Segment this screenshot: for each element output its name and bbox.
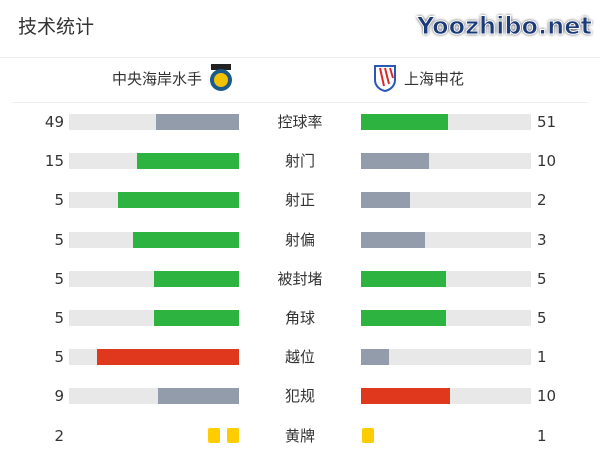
stat-row: 5 被封堵 5 xyxy=(0,269,600,288)
home-value: 5 xyxy=(54,269,64,288)
away-value: 3 xyxy=(537,230,547,249)
home-bar-fill xyxy=(132,231,239,248)
away-value: 5 xyxy=(537,309,547,327)
home-bar xyxy=(69,349,239,366)
central-coast-mariners-logo-icon xyxy=(210,64,233,91)
home-bar-fill xyxy=(137,153,239,170)
away-value: 10 xyxy=(537,152,557,171)
stat-row-yellow-cards: 2 黄牌 1 xyxy=(0,426,600,445)
away-bar-fill xyxy=(361,231,425,248)
stat-label: 越位 xyxy=(284,348,315,367)
away-bar-fill xyxy=(361,349,390,366)
stat-label: 角球 xyxy=(284,309,315,327)
home-team-name: 中央海岸水手 xyxy=(112,69,203,88)
away-bar xyxy=(361,310,531,326)
away-bar xyxy=(361,114,531,130)
away-bar-fill xyxy=(361,388,451,405)
home-value: 2 xyxy=(54,426,64,445)
away-bar xyxy=(361,349,531,366)
home-bar-fill xyxy=(158,388,239,405)
home-value: 5 xyxy=(54,230,64,249)
home-value: 49 xyxy=(44,113,64,131)
home-bar xyxy=(69,310,239,326)
home-value: 15 xyxy=(44,152,64,171)
home-bar xyxy=(69,192,239,209)
away-value: 10 xyxy=(537,387,557,406)
away-team: 上海申花 xyxy=(366,63,464,93)
watermark: Yoozhibo.net xyxy=(416,12,592,41)
away-value: 2 xyxy=(537,191,547,210)
stat-label: 射门 xyxy=(284,152,315,171)
away-bar xyxy=(361,192,531,209)
home-bar-fill xyxy=(154,270,239,287)
stat-row: 49 控球率 51 xyxy=(0,114,600,130)
stat-label: 黄牌 xyxy=(284,426,315,445)
home-value: 9 xyxy=(54,387,64,406)
away-bar xyxy=(361,388,531,405)
home-value: 5 xyxy=(54,348,64,367)
stat-row: 9 犯规 10 xyxy=(0,387,600,406)
home-bar-fill xyxy=(117,192,239,209)
away-bar xyxy=(361,231,531,248)
home-bar xyxy=(69,270,239,287)
yellow-card-icon xyxy=(227,427,239,443)
stat-label: 控球率 xyxy=(277,113,323,131)
yellow-card-icon xyxy=(208,427,220,443)
away-bar-fill xyxy=(361,192,410,209)
stat-label: 射偏 xyxy=(284,230,315,249)
home-team: 中央海岸水手 xyxy=(112,63,240,93)
stat-label: 被封堵 xyxy=(277,269,323,288)
away-bar-fill xyxy=(361,310,446,326)
home-value: 5 xyxy=(54,309,64,327)
stat-row: 5 射偏 3 xyxy=(0,230,600,249)
away-bar-fill xyxy=(361,270,446,287)
stat-label: 犯规 xyxy=(284,387,315,406)
stat-row: 5 越位 1 xyxy=(0,348,600,367)
home-bar-fill xyxy=(155,114,239,130)
home-bar xyxy=(69,388,239,405)
stat-label: 射正 xyxy=(284,191,315,210)
away-bar-fill xyxy=(361,153,429,170)
away-value: 51 xyxy=(537,113,557,131)
yellow-card-icon xyxy=(362,427,374,443)
home-bar xyxy=(69,153,239,170)
away-bar xyxy=(361,153,531,170)
divider xyxy=(12,102,588,103)
page-title: 技术统计 xyxy=(18,16,95,38)
divider xyxy=(0,57,600,58)
away-bar-fill xyxy=(361,114,448,130)
home-bar xyxy=(69,231,239,248)
away-value: 1 xyxy=(537,348,547,367)
home-value: 5 xyxy=(54,191,64,210)
stat-row: 5 射正 2 xyxy=(0,191,600,210)
home-bar-fill xyxy=(154,310,239,326)
home-bar xyxy=(69,114,239,130)
away-value: 5 xyxy=(537,269,547,288)
shanghai-shenhua-logo-icon xyxy=(374,65,396,92)
home-bar-fill xyxy=(97,349,239,366)
stat-row: 5 角球 5 xyxy=(0,310,600,326)
away-bar xyxy=(361,270,531,287)
stat-row: 15 射门 10 xyxy=(0,152,600,171)
away-team-name: 上海申花 xyxy=(404,69,465,88)
away-value: 1 xyxy=(537,426,547,445)
